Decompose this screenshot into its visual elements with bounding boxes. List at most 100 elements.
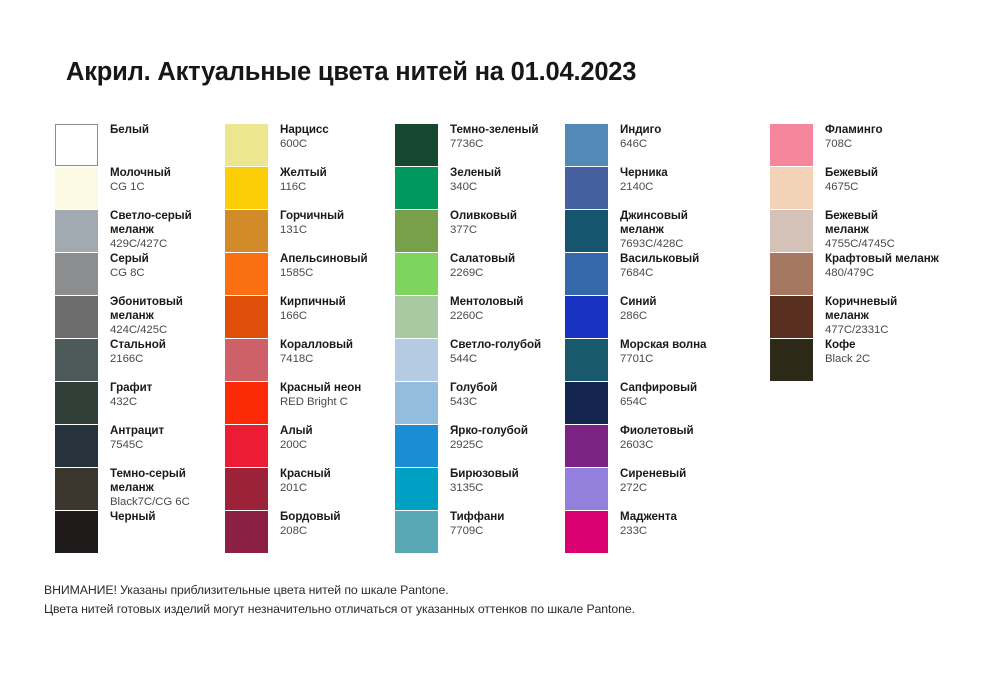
color-labels: Алый 200C [280, 424, 460, 452]
color-name: Черный [110, 510, 156, 523]
pantone-code: 2925C [450, 439, 484, 452]
color-swatch [395, 124, 438, 166]
color-labels: Апельсиновый 1585C [280, 252, 460, 280]
pantone-code: 432C [110, 396, 138, 409]
color-swatch [225, 253, 268, 295]
color-name: Красный неон [280, 381, 362, 394]
color-row: Тиффани 7709C [395, 510, 625, 554]
color-swatch [225, 296, 268, 338]
color-labels: Светло-серый меланж 429C/427C [110, 209, 290, 252]
pantone-code: CG 1C [110, 181, 145, 194]
pantone-code: Black7C/CG 6C [110, 496, 190, 509]
color-labels: Желтый 116C [280, 166, 460, 194]
pantone-code: 2603C [620, 439, 654, 452]
color-row: Ментоловый 2260C [395, 295, 625, 339]
color-name: Сиреневый [620, 467, 687, 480]
color-row: Морская волна 7701C [565, 338, 795, 382]
color-labels: Красный неон RED Bright C [280, 381, 460, 409]
color-row: Зеленый 340C [395, 166, 625, 210]
color-row: Стальной 2166C [55, 338, 285, 382]
color-swatch [225, 511, 268, 553]
color-row: Бирюзовый 3135C [395, 467, 625, 511]
color-name: Индиго [620, 123, 662, 136]
color-labels: Крафтовый меланж 480/479C [825, 252, 1000, 280]
color-name: Темно-серый меланж [110, 467, 186, 495]
color-name: Нарцисс [280, 123, 329, 136]
color-row: Бежевый меланж 4755C/4745C [770, 209, 1000, 253]
pantone-code: 3135C [450, 482, 484, 495]
pantone-code: 600C [280, 138, 308, 151]
color-name: Крафтовый меланж [825, 252, 939, 265]
color-swatch [565, 468, 608, 510]
pantone-code: 2140C [620, 181, 654, 194]
color-swatch [395, 296, 438, 338]
color-labels: Фламинго 708C [825, 123, 1000, 151]
color-labels: Эбонитовый меланж 424C/425C [110, 295, 290, 338]
color-row: Маджента 233C [565, 510, 795, 554]
color-swatch [55, 210, 98, 252]
color-name: Светло-серый меланж [110, 209, 192, 237]
color-swatch [225, 425, 268, 467]
color-row: Желтый 116C [225, 166, 455, 210]
color-swatch [770, 210, 813, 252]
color-labels: Васильковый 7684C [620, 252, 800, 280]
color-name: Эбонитовый меланж [110, 295, 183, 323]
pantone-code: 2166C [110, 353, 144, 366]
pantone-code: 7693C/428C [620, 238, 684, 251]
pantone-code: 4675C [825, 181, 859, 194]
pantone-code: 7418C [280, 353, 314, 366]
color-name: Светло-голубой [450, 338, 542, 351]
color-name: Голубой [450, 381, 498, 394]
pantone-code: 166C [280, 310, 308, 323]
color-name: Фиолетовый [620, 424, 694, 437]
color-name: Темно-зеленый [450, 123, 539, 136]
color-name: Графит [110, 381, 153, 394]
disclaimer-line-2: Цвета нитей готовых изделий могут незнач… [44, 602, 635, 616]
color-swatch [395, 210, 438, 252]
pantone-code: 2269C [450, 267, 484, 280]
pantone-code: 429C/427C [110, 238, 168, 251]
color-name: Бежевый [825, 166, 878, 179]
color-swatch [55, 511, 98, 553]
color-name: Бордовый [280, 510, 341, 523]
color-swatch [395, 468, 438, 510]
color-row: Синий 286C [565, 295, 795, 339]
color-row: Черника 2140C [565, 166, 795, 210]
pantone-code: CG 8C [110, 267, 145, 280]
color-row: Черный [55, 510, 285, 554]
color-name: Кофе [825, 338, 856, 351]
pantone-code: 286C [620, 310, 648, 323]
color-row: Темно-зеленый 7736C [395, 123, 625, 167]
color-swatch [770, 167, 813, 209]
pantone-code: 424C/425C [110, 324, 168, 337]
color-swatch [55, 468, 98, 510]
color-labels: Горчичный 131C [280, 209, 460, 237]
color-name: Бирюзовый [450, 467, 519, 480]
color-swatch [225, 339, 268, 381]
color-row: Антрацит 7545C [55, 424, 285, 468]
color-name: Зеленый [450, 166, 502, 179]
color-swatch [565, 167, 608, 209]
color-name: Ярко-голубой [450, 424, 528, 437]
color-row: Фламинго 708C [770, 123, 1000, 167]
color-name: Молочный [110, 166, 171, 179]
color-name: Коричневый меланж [825, 295, 898, 323]
color-name: Тиффани [450, 510, 505, 523]
pantone-code: 233C [620, 525, 648, 538]
color-labels: Салатовый 2269C [450, 252, 630, 280]
color-labels: Кофе Black 2C [825, 338, 1000, 366]
color-labels: Красный 201C [280, 467, 460, 495]
pantone-code: 543C [450, 396, 478, 409]
color-name: Горчичный [280, 209, 345, 222]
color-row: Серый CG 8C [55, 252, 285, 296]
color-labels: Сапфировый 654C [620, 381, 800, 409]
pantone-code: 480/479C [825, 267, 875, 280]
color-labels: Коралловый 7418C [280, 338, 460, 366]
pantone-code: 544C [450, 353, 478, 366]
color-row: Белый [55, 123, 285, 167]
pantone-code: Black 2C [825, 353, 871, 366]
color-swatch [770, 124, 813, 166]
color-labels: Маджента 233C [620, 510, 800, 538]
color-labels: Стальной 2166C [110, 338, 290, 366]
color-name: Васильковый [620, 252, 700, 265]
